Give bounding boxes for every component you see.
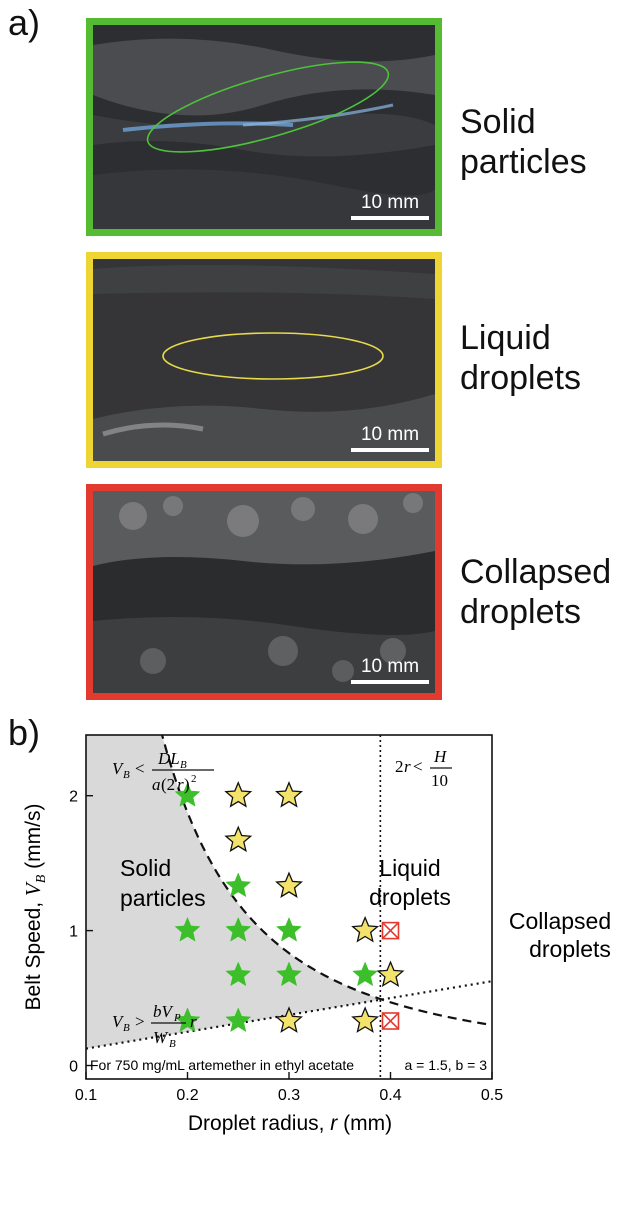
caption-solid-line1: Solid [460, 103, 536, 141]
solid-particle-marker [225, 872, 252, 898]
svg-text:H: H [433, 747, 448, 766]
photo-collapsed-droplets: 10 mm [86, 484, 442, 700]
solid-particle-marker [225, 961, 252, 987]
region-label-collapsed-line1: Collapsed [509, 908, 611, 934]
solid-particle-marker [174, 1007, 201, 1033]
collapsed-droplet-marker [381, 1012, 400, 1030]
svg-text:r: r [177, 775, 184, 794]
caption-collapsed-line1: Collapsed [460, 553, 612, 591]
liquid-droplet-marker [376, 960, 405, 988]
scalebar-2: 10 mm [351, 424, 429, 452]
y-axis-label: Belt Speed, VB (mm/s) [21, 804, 49, 1011]
y-tick-label: 1 [69, 924, 78, 941]
svg-text:<: < [413, 757, 423, 776]
svg-text:r: r [190, 1012, 197, 1031]
data-markers [174, 781, 405, 1033]
svg-text:B: B [123, 1022, 130, 1034]
svg-text:>: > [135, 1012, 145, 1031]
scalebar-label-1: 10 mm [360, 192, 420, 213]
y-tick-label: 2 [69, 789, 78, 806]
svg-text:B: B [169, 1038, 176, 1050]
liquid-droplet-marker [351, 915, 380, 943]
svg-text:V: V [112, 1012, 125, 1031]
liquid-droplet-marker [275, 871, 303, 898]
svg-text:): ) [184, 775, 190, 794]
region-label-solid-line2: particles [120, 885, 206, 911]
photo-liquid-droplets-texture [93, 259, 435, 461]
scalebar-3: 10 mm [351, 656, 429, 684]
photo-liquid-droplets: 10 mm [86, 252, 442, 468]
region-label-liquid-line1: Liquid [379, 855, 440, 881]
svg-text:2: 2 [395, 757, 404, 776]
photo-collapsed-droplets-texture [93, 491, 435, 693]
caption-collapsed-droplets: Collapsed droplets [460, 552, 611, 632]
scalebar-label-3: 10 mm [360, 656, 420, 677]
solid-particle-marker [225, 916, 252, 942]
region-label-collapsed-line2: droplets [529, 936, 611, 962]
solid-particle-marker [276, 961, 302, 987]
scalebar-label-2: 10 mm [360, 424, 420, 445]
region-label-liquid-line2: droplets [369, 884, 451, 910]
svg-text:10: 10 [431, 771, 448, 790]
solid-particle-marker [225, 1007, 252, 1033]
liquid-droplet-marker [351, 1006, 380, 1033]
svg-text:<: < [135, 759, 145, 778]
svg-text:B: B [123, 769, 130, 781]
svg-text:2: 2 [191, 773, 197, 785]
caption-solid-line2: particles [460, 143, 587, 181]
liquid-droplet-marker [224, 781, 253, 808]
solid-particle-marker [276, 916, 302, 942]
x-tick-label: 0.4 [379, 1087, 401, 1104]
svg-text:r: r [404, 757, 411, 776]
photo-solid-particles-texture [93, 25, 435, 229]
x-axis-label: Droplet radius, r (mm) [188, 1112, 392, 1135]
y-tick-label: 0 [69, 1059, 78, 1076]
solid-particle-marker [174, 782, 201, 807]
svg-text:P: P [173, 1012, 181, 1024]
svg-text:a: a [152, 775, 161, 794]
svg-text:W: W [153, 1028, 169, 1047]
scalebar-1: 10 mm [351, 192, 429, 220]
svg-text:bV: bV [153, 1002, 175, 1021]
region-label-solid-line1: Solid [120, 855, 171, 881]
svg-text:DL: DL [157, 749, 180, 768]
svg-text:B: B [180, 759, 187, 771]
caption-solid-particles: Solid particles [460, 102, 587, 182]
x-tick-label: 0.2 [176, 1087, 198, 1104]
panel-b-label: b) [8, 712, 41, 753]
x-tick-label: 0.3 [278, 1087, 300, 1104]
svg-text:(2: (2 [161, 775, 175, 794]
collapsed-droplet-marker [381, 921, 400, 940]
caption-liquid-line1: Liquid [460, 319, 551, 357]
caption-collapsed-line2: droplets [460, 593, 581, 631]
liquid-droplet-marker [224, 825, 253, 853]
annotation-parameters: a = 1.5, b = 3 [404, 1057, 487, 1073]
svg-text:V: V [112, 759, 125, 778]
x-tick-label: 0.5 [481, 1087, 503, 1104]
x-tick-label: 0.1 [75, 1087, 97, 1104]
caption-liquid-line2: droplets [460, 359, 581, 397]
upper-boundary-curve [160, 735, 492, 1027]
solid-particles-region [86, 735, 381, 1049]
liquid-droplet-marker [275, 1006, 303, 1033]
liquid-droplet-marker [275, 781, 303, 808]
axis-ticks: 0.1 0.2 0.3 0.4 0.5 0 1 2 [69, 789, 503, 1104]
solid-particle-marker [352, 961, 379, 987]
solid-particle-marker [174, 916, 201, 942]
caption-liquid-droplets: Liquid droplets [460, 318, 581, 398]
panel-a-label: a) [8, 2, 41, 43]
photo-solid-particles: 10 mm [86, 18, 442, 236]
annotation-conditions: For 750 mg/mL artemether in ethyl acetat… [90, 1057, 354, 1073]
